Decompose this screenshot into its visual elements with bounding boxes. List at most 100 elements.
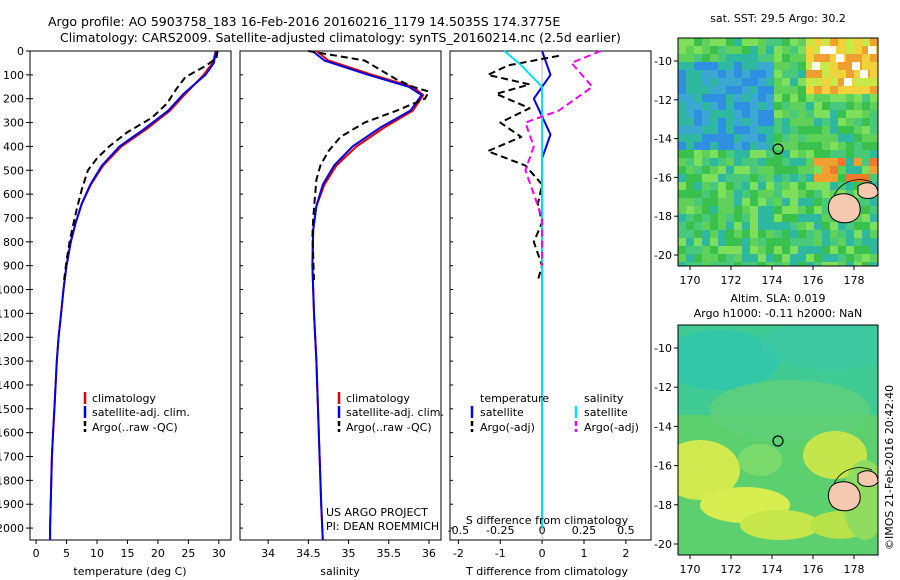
- sst-pixel: [718, 238, 726, 246]
- sst-pixel: [758, 198, 766, 206]
- sst-pixel: [774, 102, 782, 110]
- sst-pixel: [862, 158, 870, 166]
- sst-pixel: [798, 174, 806, 182]
- sst-pixel: [814, 150, 822, 158]
- sst-pixel: [822, 38, 830, 46]
- sst-pixel: [702, 198, 710, 206]
- series-line-satellite-adj-clim-: [311, 50, 423, 541]
- sst-pixel: [838, 94, 846, 102]
- sst-pixel: [846, 246, 854, 254]
- sst-pixel: [774, 158, 782, 166]
- sst-pixel: [830, 62, 838, 70]
- sst-pixel: [742, 214, 750, 222]
- map-x-tick-label: 170: [680, 563, 701, 576]
- sst-pixel: [814, 230, 822, 238]
- sst-pixel: [774, 54, 782, 62]
- sst-pixel: [710, 38, 718, 46]
- sst-pixel: [766, 142, 774, 150]
- series-line-salinity-argo-adj-: [524, 50, 602, 266]
- sst-pixel: [678, 142, 686, 150]
- sst-pixel: [830, 238, 838, 246]
- sst-pixel: [790, 94, 798, 102]
- sst-pixel: [854, 70, 862, 78]
- sst-pixel: [846, 70, 854, 78]
- sst-pixel: [806, 222, 814, 230]
- sst-pixel: [766, 182, 774, 190]
- sst-pixel: [750, 246, 758, 254]
- sst-pixel: [814, 38, 822, 46]
- sst-pixel: [774, 230, 782, 238]
- sst-pixel: [822, 54, 830, 62]
- sst-pixel: [734, 38, 742, 46]
- map-y-tick-label: -10: [654, 342, 672, 355]
- sst-pixel: [758, 214, 766, 222]
- sst-pixel: [822, 254, 830, 262]
- sst-pixel: [798, 206, 806, 214]
- sst-pixel: [790, 158, 798, 166]
- sst-pixel: [822, 102, 830, 110]
- sst-pixel: [686, 158, 694, 166]
- sst-pixel: [790, 142, 798, 150]
- legend-label: satellite-adj. clim.: [92, 406, 190, 419]
- s-tick-label: -0.25: [486, 524, 514, 537]
- sst-pixel: [854, 38, 862, 46]
- sst-pixel: [846, 190, 854, 198]
- sst-pixel: [870, 262, 878, 266]
- sst-pixel: [854, 222, 862, 230]
- sst-pixel: [686, 182, 694, 190]
- sst-pixel: [822, 222, 830, 230]
- sst-pixel: [702, 174, 710, 182]
- sst-pixel: [790, 182, 798, 190]
- sst-pixel: [806, 134, 814, 142]
- sst-pixel: [766, 222, 774, 230]
- sst-pixel: [854, 118, 862, 126]
- depth-tick-label: 1000: [0, 284, 24, 297]
- sst-pixel: [766, 262, 774, 266]
- sst-pixel: [750, 254, 758, 262]
- sst-pixel: [710, 198, 718, 206]
- imos-stamp: ©IMOS 21-Feb-2016 20:42:40: [883, 385, 896, 550]
- sst-pixel: [734, 246, 742, 254]
- sst-pixel: [790, 46, 798, 54]
- sst-pixel: [822, 190, 830, 198]
- sst-pixel: [766, 158, 774, 166]
- sst-pixel: [838, 150, 846, 158]
- sst-pixel: [742, 246, 750, 254]
- x-tick-label: 0: [539, 547, 546, 560]
- sst-pixel: [702, 70, 710, 78]
- legend-label: Argo(..raw -QC): [346, 421, 432, 434]
- sst-pixel: [782, 174, 790, 182]
- sst-pixel: [838, 38, 846, 46]
- sst-pixel: [726, 246, 734, 254]
- sst-pixel: [782, 134, 790, 142]
- sst-pixel: [742, 86, 750, 94]
- sst-pixel: [830, 262, 838, 266]
- sst-pixel: [862, 62, 870, 70]
- sst-pixel: [734, 78, 742, 86]
- sst-pixel: [782, 62, 790, 70]
- sst-pixel: [798, 262, 806, 266]
- sst-pixel: [702, 62, 710, 70]
- sst-pixel: [686, 230, 694, 238]
- sst-pixel: [678, 198, 686, 206]
- sst-pixel: [774, 46, 782, 54]
- sst-pixel: [782, 46, 790, 54]
- sst-pixel: [838, 118, 846, 126]
- sst-pixel: [774, 70, 782, 78]
- sst-pixel: [870, 254, 878, 262]
- sst-pixel: [718, 94, 726, 102]
- sst-pixel: [710, 150, 718, 158]
- depth-tick-label: 900: [3, 260, 24, 273]
- sst-pixel: [846, 134, 854, 142]
- map-y-tick-label: -10: [654, 55, 672, 68]
- sst-pixel: [798, 62, 806, 70]
- sst-pixel: [782, 142, 790, 150]
- sst-pixel: [846, 230, 854, 238]
- sst-pixel: [798, 190, 806, 198]
- sst-pixel: [774, 214, 782, 222]
- sst-pixel: [726, 38, 734, 46]
- temperature-panel-frame: [29, 50, 232, 541]
- sst-pixel: [798, 246, 806, 254]
- sst-pixel: [822, 86, 830, 94]
- sst-pixel: [782, 78, 790, 86]
